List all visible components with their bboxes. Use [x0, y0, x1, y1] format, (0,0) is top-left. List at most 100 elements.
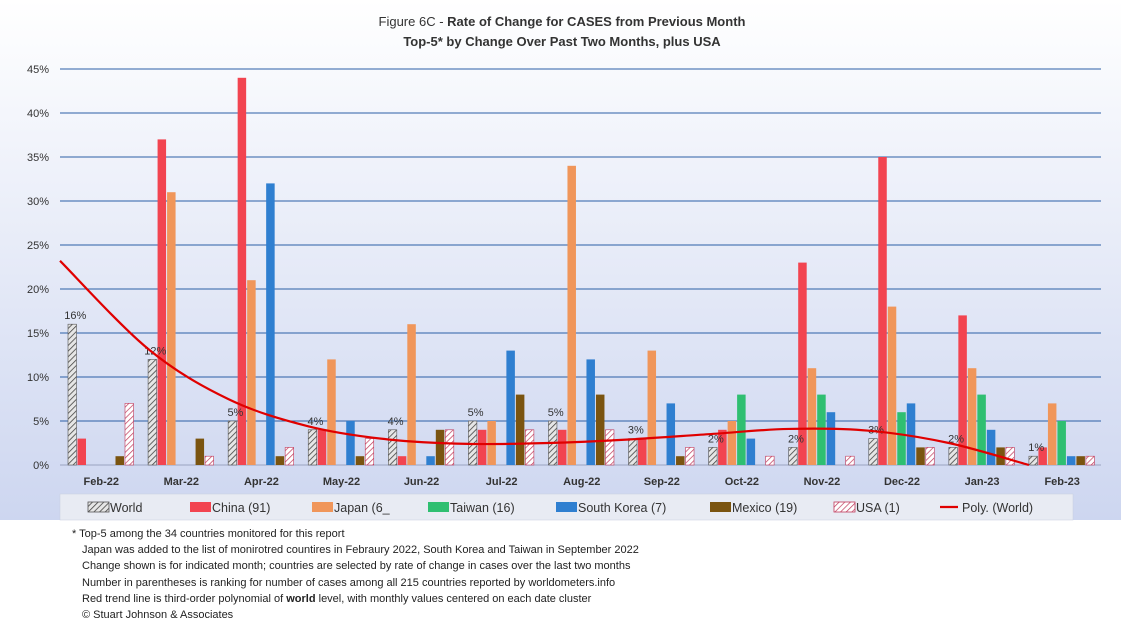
legend-swatch: [428, 502, 449, 512]
bar-japan-6: [887, 306, 897, 465]
bar-china-91: [557, 429, 567, 465]
x-tick-label: Nov-22: [804, 476, 841, 488]
data-label-world: 1%: [1028, 442, 1044, 454]
bar-mexico-19: [515, 394, 525, 465]
bar-usa-1: [1005, 447, 1015, 466]
bar-usa-1: [525, 429, 535, 466]
bar-taiwan-16: [897, 412, 906, 465]
footnote-4: Number in parentheses is ranking for num…: [82, 576, 616, 589]
data-label-world: 16%: [64, 310, 86, 322]
bar-japan-6: [727, 421, 737, 465]
bar-world: [868, 438, 878, 466]
x-tick-label: May-22: [323, 476, 360, 488]
bar-world: [307, 429, 318, 466]
bar-japan-6: [567, 165, 576, 466]
x-tick-label: Sep-22: [644, 476, 680, 488]
bar-mexico-19: [1076, 456, 1085, 465]
chart-title-line2: Top-5* by Change Over Past Two Months, p…: [403, 34, 721, 49]
legend: World China (91) Japan (6_ Taiwan (16) South…: [87, 501, 1033, 515]
legend-swatch: [710, 502, 731, 512]
x-tick-label: Dec-22: [884, 476, 920, 488]
footnotes: * Top-5 among the 34 countries monitored…: [72, 526, 1072, 623]
legend-item: Mexico (19): [710, 501, 797, 515]
bar-china-91: [157, 139, 167, 465]
legend-label: China (91): [212, 501, 270, 515]
x-axis-ticks: Feb-22 Mar-22 Apr-22 May-22 Jun-22 Jul-22 Aug-…: [84, 476, 1080, 488]
legend-label: South Korea (7): [578, 501, 666, 515]
legend-item: Japan (6_: [312, 501, 391, 515]
y-tick-label: 5%: [33, 416, 49, 428]
bar-world: [628, 438, 638, 466]
bar-mexico-19: [435, 429, 445, 465]
bar-south-korea-7: [826, 412, 836, 465]
footnote-2: Japan was added to the list of monirotre…: [82, 544, 639, 557]
bar-japan-6: [407, 324, 416, 465]
bar-china-91: [317, 429, 327, 465]
y-axis-ticks: 0% 5% 10% 15% 20% 25% 30% 35% 40% 45%: [27, 64, 49, 472]
bar-mexico-19: [676, 456, 685, 465]
bar-south-korea-7: [746, 438, 756, 465]
x-tick-label: Mar-22: [164, 476, 199, 488]
y-tick-label: 40%: [27, 108, 49, 120]
legend-swatch: [87, 501, 110, 513]
footnote-3: Change shown is for indicated month; cou…: [82, 560, 631, 573]
bar-usa-1: [284, 447, 294, 466]
bar-usa-1: [845, 455, 855, 466]
bar-world: [388, 429, 398, 466]
bar-china-91: [798, 262, 807, 465]
legend-swatch: [833, 501, 856, 513]
chart-title: Figure 6C - Rate of Change for CASES fro…: [379, 14, 746, 49]
y-tick-label: 0%: [33, 460, 49, 472]
bar-mexico-19: [595, 394, 605, 465]
bar-china-91: [1038, 447, 1047, 465]
bar-japan-6: [967, 368, 977, 465]
bar-taiwan-16: [1057, 421, 1066, 465]
legend-item-trend: Poly. (World): [940, 501, 1033, 515]
bar-usa-1: [124, 403, 134, 466]
x-tick-label: Jan-23: [965, 476, 1000, 488]
data-label-world: 2%: [948, 433, 964, 445]
bar-japan-6: [1047, 403, 1057, 465]
bar-south-korea-7: [986, 429, 996, 465]
bar-south-korea-7: [266, 183, 275, 465]
footnote-6: © Stuart Johnson & Associates: [82, 609, 234, 622]
bar-china-91: [397, 456, 407, 465]
x-tick-label: Apr-22: [244, 476, 279, 488]
bar-usa-1: [204, 455, 214, 466]
bar-mexico-19: [916, 447, 925, 465]
y-tick-label: 25%: [27, 240, 49, 252]
bar-china-91: [77, 438, 86, 465]
bar-china-91: [878, 157, 887, 465]
trendline: [59, 260, 1030, 467]
bar-world: [227, 420, 237, 466]
chart-title-prefix: Figure 6C -: [379, 14, 448, 29]
bar-taiwan-16: [737, 394, 746, 465]
bar-south-korea-7: [426, 456, 435, 465]
data-label-world: 2%: [708, 433, 724, 445]
footnote-5-suffix: level, with monthly values centered on e…: [315, 592, 592, 605]
data-label-world: 2%: [788, 433, 804, 445]
y-tick-label: 35%: [27, 152, 49, 164]
legend-label: World: [110, 501, 142, 515]
bar-usa-1: [364, 438, 375, 466]
gridlines: [60, 68, 1101, 466]
data-label-world: 5%: [548, 407, 564, 419]
bar-japan-6: [647, 350, 657, 465]
legend-label: Mexico (19): [732, 501, 797, 515]
data-label-world: 3%: [628, 425, 644, 437]
legend-swatch: [556, 502, 577, 512]
x-tick-label: Jul-22: [486, 476, 518, 488]
legend-item: South Korea (7): [556, 501, 666, 515]
chart-title-line1: Figure 6C - Rate of Change for CASES fro…: [379, 14, 746, 29]
legend-swatch: [190, 502, 211, 512]
legend-label: Japan (6_: [334, 501, 391, 515]
bar-south-korea-7: [906, 403, 916, 465]
legend-label: USA (1): [856, 501, 900, 515]
legend-label: Poly. (World): [962, 501, 1033, 515]
footnote-5-prefix: Red trend line is third-order polynomial…: [82, 592, 287, 605]
bar-south-korea-7: [586, 359, 595, 465]
bar-south-korea-7: [346, 421, 355, 465]
bar-usa-1: [925, 447, 935, 466]
y-tick-label: 10%: [27, 372, 49, 384]
